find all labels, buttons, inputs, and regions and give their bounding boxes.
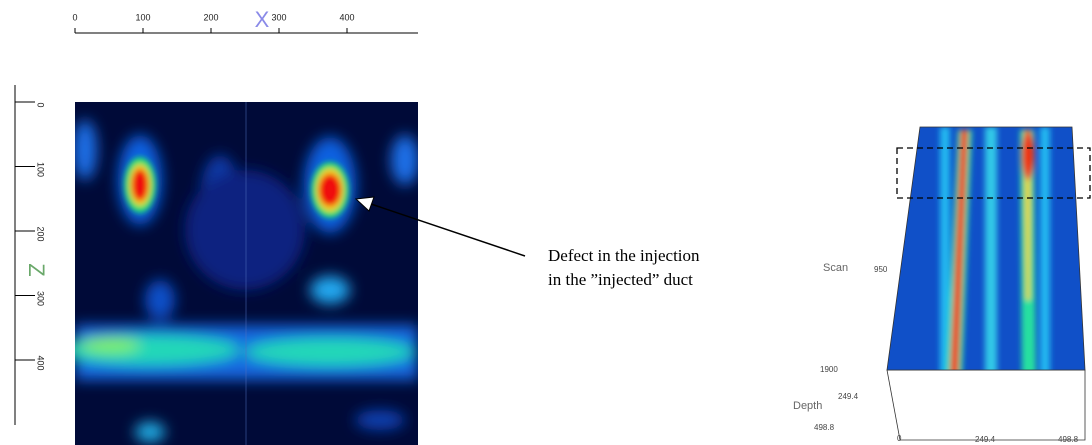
figure: X 0 100 200 300 400 Z 0 100 200 300 400 [0,0,1092,445]
width-tick: 249.4 [975,435,996,444]
x-tick-label: 0 [72,12,77,22]
volume [880,120,1090,440]
heatmap [60,102,419,445]
width-tick: 0 [897,434,902,443]
scan-tick: 1900 [820,365,838,374]
z-tick-label: 0 [36,102,46,107]
scan-label: Scan [823,262,848,274]
annotation-line: in the ”injected” duct [548,270,693,289]
z-tick-label: 300 [36,291,46,306]
z-axis-label: Z [24,263,49,276]
x-tick-label: 100 [135,12,150,22]
x-tick-label: 400 [339,12,354,22]
x-tick-label: 300 [271,12,286,22]
annotation-line: Defect in the injection [548,246,700,265]
z-tick-label: 100 [36,162,46,177]
depth-label: Depth [793,400,822,412]
x-axis-label: X [255,7,270,32]
z-tick-label: 400 [36,355,46,370]
z-ticks: 0 100 200 300 400 [15,102,46,371]
depth-tick: 498.8 [814,423,835,432]
x-ticks: 0 100 200 300 400 [72,12,354,33]
width-tick: 498.8 [1058,435,1079,444]
x-tick-label: 200 [203,12,218,22]
depth-tick: 249.4 [838,392,859,401]
z-tick-label: 200 [36,226,46,241]
scan-tick: 950 [874,265,888,274]
